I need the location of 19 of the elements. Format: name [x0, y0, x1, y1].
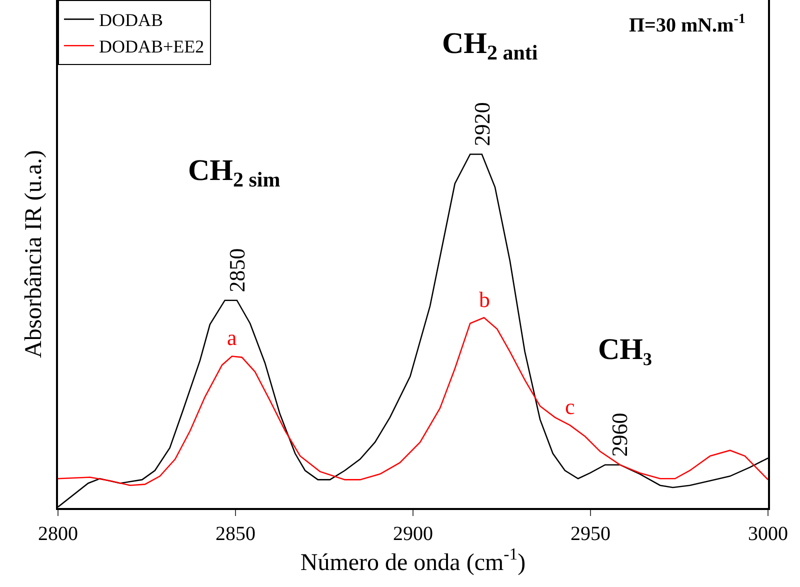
annotation: b	[479, 287, 490, 312]
x-tick-label: 2850	[216, 522, 256, 545]
annotation: CH₃	[598, 333, 652, 366]
legend-label: DODAB+EE2	[99, 36, 204, 57]
x-tick-label: 2950	[570, 522, 610, 545]
annotation: CH$_{2 sim}$	[188, 154, 281, 192]
x-tick-label: 3000	[748, 522, 788, 545]
x-axis-title: Número de onda (cm$^{-1}$)	[300, 544, 526, 576]
annotation: a	[227, 325, 237, 350]
annotation: 2920	[470, 102, 495, 146]
annotation: 2960	[607, 412, 632, 457]
legend-label: DODAB	[99, 10, 164, 30]
text: Π=30 mN.m$^{-1}$	[629, 12, 746, 36]
text: CH$_{2 anti}$	[442, 27, 538, 64]
annotation: 2850	[224, 248, 250, 292]
y-axis-title: Absorbância IR (u.a.)	[20, 150, 47, 358]
x-tick-label: 2800	[38, 522, 78, 545]
annotation: c	[565, 394, 575, 419]
x-tick-label: 2900	[393, 522, 433, 545]
